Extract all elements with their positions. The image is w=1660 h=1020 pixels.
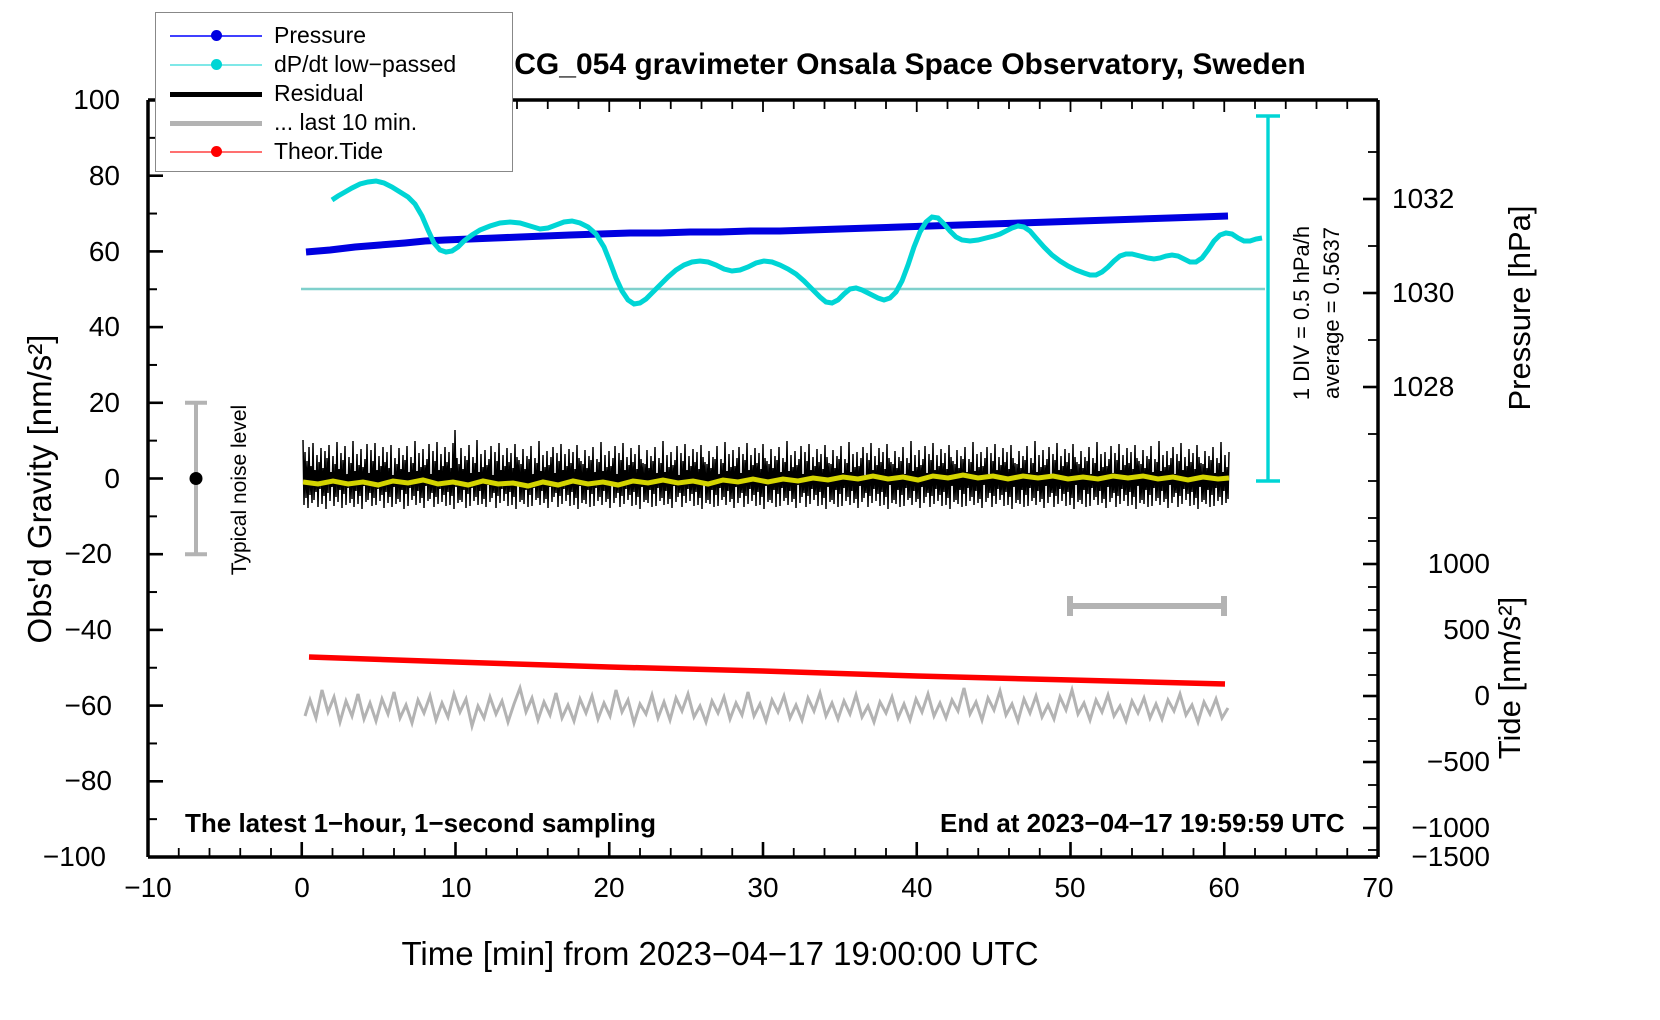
y-axis-pressure-title: Pressure [hPa] [1502, 205, 1537, 411]
legend-swatch-last10 [170, 113, 262, 133]
typical-noise-level-label: Typical noise level [228, 404, 251, 576]
x-tick-20: 20 [593, 872, 625, 903]
x-tick-40: 40 [901, 872, 933, 903]
legend-label-pressure: Pressure [274, 22, 367, 48]
y-tick-tide-500: 500 [1443, 614, 1490, 645]
legend-label-residual: Residual [274, 80, 364, 106]
typical-noise-level-bar [185, 400, 207, 557]
y-tick-left-m20: −20 [64, 538, 113, 569]
division-scale-label: 1 DIV = 0.5 hPa/h [1289, 225, 1314, 401]
y-tick-left-m80: −80 [64, 765, 113, 796]
y-axis-left-ticks [148, 98, 163, 859]
y-tick-left-80: 80 [88, 160, 120, 191]
dpdt-lowpassed-curve [330, 178, 1263, 307]
y-tick-tide-m500: −500 [1426, 746, 1490, 777]
x-tick-m10: −10 [124, 872, 172, 903]
legend-item-dpdt[interactable]: dP/dt low−passed [156, 50, 512, 79]
residual-noise-band [302, 429, 1230, 510]
y-axis-right-ticks [1363, 151, 1378, 851]
legend-swatch-residual [170, 84, 262, 104]
legend-label-tide: Theor.Tide [274, 138, 384, 164]
y-tick-tide-m1000: −1000 [1411, 812, 1490, 843]
footer-sampling-note: The latest 1−hour, 1−second sampling [185, 808, 657, 838]
legend-swatch-pressure [170, 26, 262, 46]
y-tick-pressure-1032: 1032 [1392, 183, 1455, 214]
x-tick-60: 60 [1208, 872, 1240, 903]
tide-residual-trace [303, 682, 1230, 732]
legend-item-pressure[interactable]: Pressure [156, 21, 512, 50]
legend-item-last10[interactable]: ... last 10 min. [156, 108, 512, 137]
legend-swatch-tide [170, 142, 262, 162]
legend-item-residual[interactable]: Residual [156, 79, 512, 108]
y-tick-left-m40: −40 [64, 614, 113, 645]
y-tick-tide-1000: 1000 [1427, 548, 1490, 579]
y-tick-pressure-1028: 1028 [1392, 371, 1455, 402]
residual-smoothed-curve [302, 472, 1230, 489]
x-tick-50: 50 [1054, 872, 1086, 903]
y-tick-left-20: 20 [88, 387, 120, 418]
x-tick-10: 10 [440, 872, 472, 903]
y-tick-left-100: 100 [73, 84, 120, 115]
y-tick-left-40: 40 [88, 311, 120, 342]
dpdt-division-scale-bar [1256, 114, 1280, 483]
last-10-min-marker [1067, 596, 1227, 616]
legend-item-tide[interactable]: Theor.Tide [156, 137, 512, 166]
y-axis-left-title: Obs'd Gravity [nm/s²] [21, 334, 58, 644]
footer-end-timestamp: End at 2023−04−17 19:59:59 UTC [940, 808, 1345, 838]
legend-swatch-dpdt [170, 55, 262, 75]
pressure-curve [305, 212, 1229, 256]
x-tick-0: 0 [294, 872, 310, 903]
y-tick-left-m100: −100 [42, 841, 106, 872]
y-tick-tide-0: 0 [1474, 680, 1490, 711]
x-tick-70: 70 [1362, 872, 1394, 903]
y-tick-left-60: 60 [88, 236, 120, 267]
legend-label-last10: ... last 10 min. [274, 109, 418, 135]
y-tick-tide-m1500: −1500 [1411, 841, 1490, 872]
legend: Pressure dP/dt low−passed Residual ... l… [155, 12, 513, 172]
y-axis-tide-title: Tide [nm/s²] [1492, 596, 1527, 760]
average-value-label: average = 0.5637 [1319, 227, 1344, 399]
x-tick-30: 30 [747, 872, 779, 903]
x-axis-title: Time [min] from 2023−04−17 19:00:00 UTC [401, 935, 1039, 972]
theoretical-tide-curve [308, 654, 1226, 687]
legend-label-dpdt: dP/dt low−passed [274, 51, 457, 77]
y-tick-left-0: 0 [104, 463, 120, 494]
y-tick-pressure-1030: 1030 [1392, 277, 1455, 308]
y-tick-left-m60: −60 [64, 690, 113, 721]
page-title: SCG_054 gravimeter Onsala Space Observat… [494, 48, 1306, 81]
